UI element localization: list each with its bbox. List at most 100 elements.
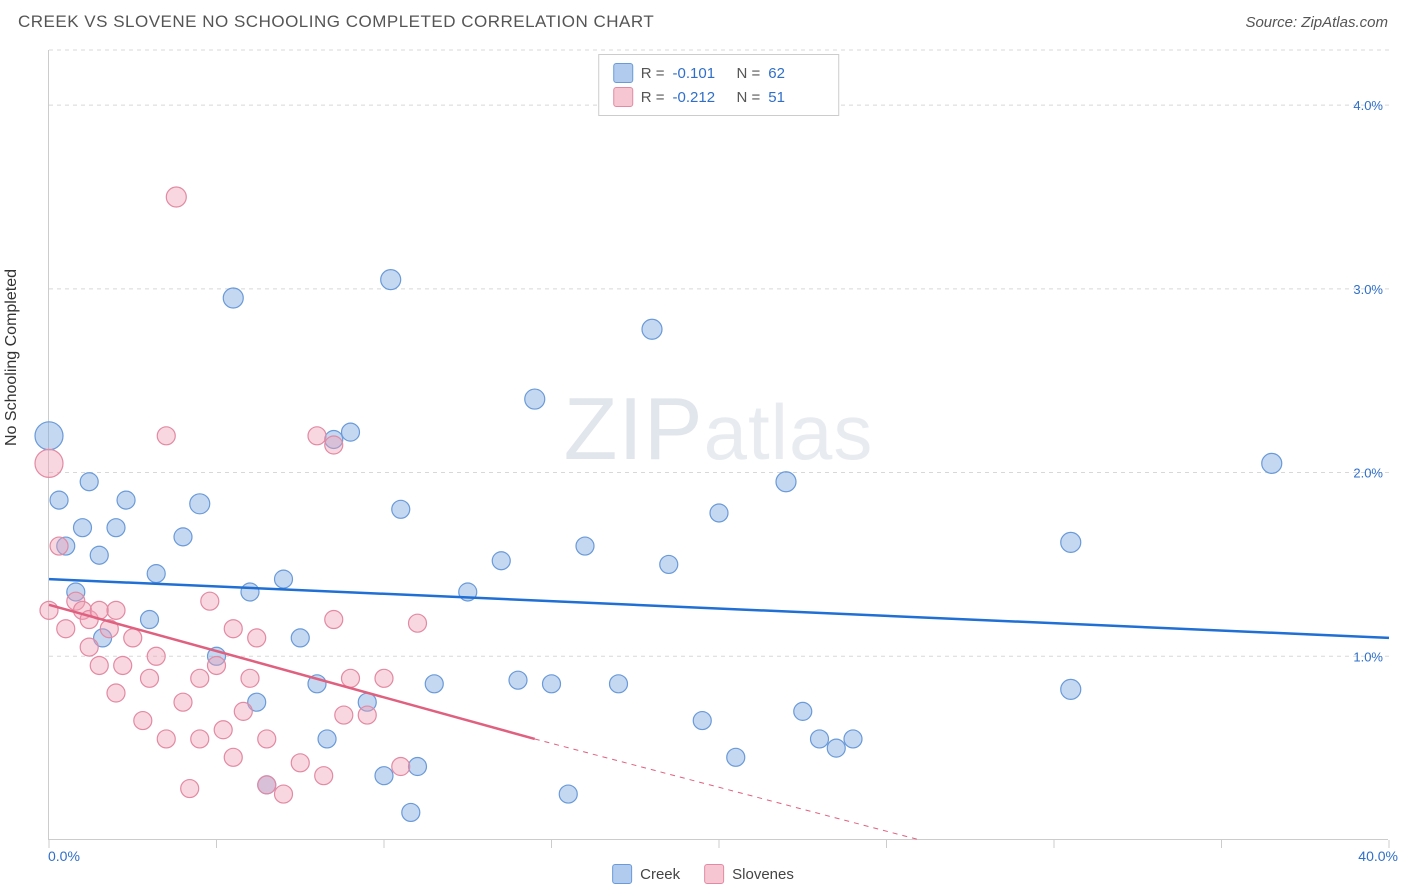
data-point — [509, 671, 527, 689]
data-point — [291, 629, 309, 647]
data-point — [107, 684, 125, 702]
data-point — [214, 721, 232, 739]
data-point — [80, 473, 98, 491]
chart-header: CREEK VS SLOVENE NO SCHOOLING COMPLETED … — [18, 12, 1388, 32]
data-point — [318, 730, 336, 748]
data-point — [191, 730, 209, 748]
data-point — [114, 656, 132, 674]
legend-series: Creek Slovenes — [612, 864, 794, 884]
r-label: R = — [641, 65, 665, 82]
data-point — [1262, 453, 1282, 473]
chart-source: Source: ZipAtlas.com — [1245, 14, 1388, 31]
data-point — [375, 669, 393, 687]
data-point — [342, 423, 360, 441]
data-point — [325, 436, 343, 454]
legend-correlation: R = -0.101 N = 62 R = -0.212 N = 51 — [598, 54, 840, 116]
data-point — [124, 629, 142, 647]
x-axis-label-end: 40.0% — [1358, 848, 1398, 864]
data-point — [57, 620, 75, 638]
legend-label-creek: Creek — [640, 866, 680, 883]
data-point — [543, 675, 561, 693]
data-point — [50, 491, 68, 509]
data-point — [1061, 532, 1081, 552]
swatch-creek — [613, 63, 633, 83]
data-point — [107, 601, 125, 619]
data-point — [275, 570, 293, 588]
n-label: N = — [737, 65, 761, 82]
data-point — [610, 675, 628, 693]
r-value-creek: -0.101 — [673, 65, 729, 82]
data-point — [409, 758, 427, 776]
data-point — [425, 675, 443, 693]
legend-label-slovenes: Slovenes — [732, 866, 794, 883]
data-point — [335, 706, 353, 724]
data-point — [191, 669, 209, 687]
data-point — [308, 427, 326, 445]
data-point — [190, 494, 210, 514]
data-point — [223, 288, 243, 308]
data-point — [710, 504, 728, 522]
data-point — [50, 537, 68, 555]
data-point — [358, 706, 376, 724]
data-point — [776, 472, 796, 492]
data-point — [234, 702, 252, 720]
data-point — [117, 491, 135, 509]
data-point — [1061, 679, 1081, 699]
legend-item-slovenes: Slovenes — [704, 864, 794, 884]
data-point — [375, 767, 393, 785]
data-point — [392, 500, 410, 518]
swatch-slovenes — [613, 87, 633, 107]
n-label: N = — [737, 89, 761, 106]
legend-row-slovenes: R = -0.212 N = 51 — [613, 85, 825, 109]
data-point — [224, 748, 242, 766]
data-point — [576, 537, 594, 555]
data-point — [224, 620, 242, 638]
data-point — [381, 270, 401, 290]
data-point — [827, 739, 845, 757]
data-point — [174, 528, 192, 546]
trendline-creek — [49, 579, 1389, 638]
data-point — [315, 767, 333, 785]
x-axis-label-start: 0.0% — [48, 848, 80, 864]
data-point — [844, 730, 862, 748]
data-point — [559, 785, 577, 803]
data-point — [174, 693, 192, 711]
data-point — [492, 552, 510, 570]
data-point — [134, 712, 152, 730]
data-point — [147, 565, 165, 583]
data-point — [241, 583, 259, 601]
y-tick-label: 2.0% — [1353, 466, 1383, 481]
data-point — [157, 730, 175, 748]
y-axis-title: No Schooling Completed — [3, 269, 21, 446]
data-point — [166, 187, 186, 207]
data-point — [248, 629, 266, 647]
data-point — [392, 758, 410, 776]
data-point — [241, 669, 259, 687]
data-point — [147, 647, 165, 665]
data-point — [90, 546, 108, 564]
data-point — [325, 611, 343, 629]
swatch-creek-icon — [612, 864, 632, 884]
n-value-creek: 62 — [768, 65, 824, 82]
swatch-slovenes-icon — [704, 864, 724, 884]
data-point — [660, 555, 678, 573]
n-value-slovenes: 51 — [768, 89, 824, 106]
y-tick-label: 3.0% — [1353, 282, 1383, 297]
r-value-slovenes: -0.212 — [673, 89, 729, 106]
r-label: R = — [641, 89, 665, 106]
data-point — [794, 702, 812, 720]
data-point — [201, 592, 219, 610]
data-point — [727, 748, 745, 766]
chart-title: CREEK VS SLOVENE NO SCHOOLING COMPLETED … — [18, 12, 654, 32]
data-point — [342, 669, 360, 687]
y-tick-label: 4.0% — [1353, 98, 1383, 113]
chart-svg: 1.0%2.0%3.0%4.0% — [49, 50, 1389, 840]
data-point — [258, 730, 276, 748]
data-point — [258, 776, 276, 794]
legend-item-creek: Creek — [612, 864, 680, 884]
data-point — [141, 611, 159, 629]
data-point — [693, 712, 711, 730]
data-point — [525, 389, 545, 409]
data-point — [107, 519, 125, 537]
data-point — [35, 422, 63, 450]
